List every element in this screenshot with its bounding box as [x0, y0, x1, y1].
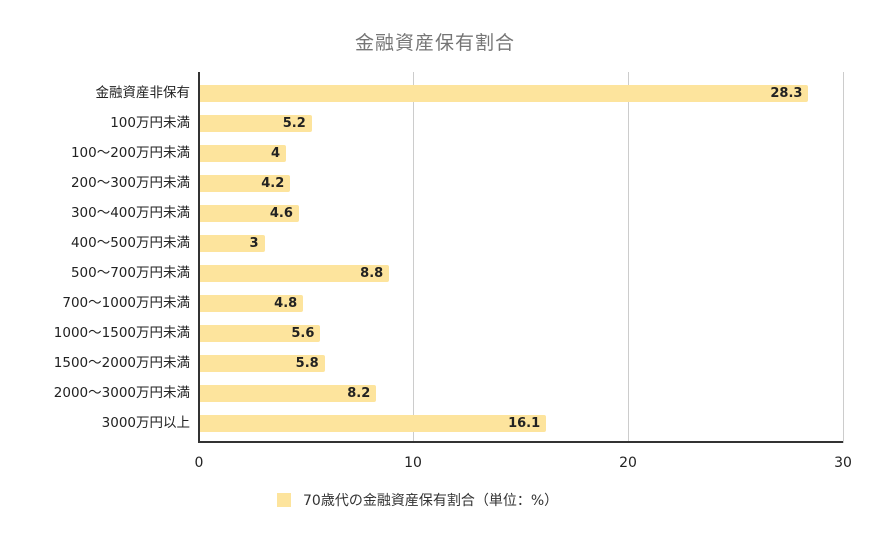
bar: 8.2	[200, 385, 377, 402]
category-label: 1000～1500万円未満	[53, 325, 190, 341]
bar: 4.2	[200, 175, 291, 192]
category-label: 700～1000万円未満	[62, 295, 190, 311]
bar: 8.8	[200, 265, 390, 282]
bar: 4	[200, 145, 286, 162]
bar: 4.6	[200, 205, 299, 222]
bar-value-label: 5.8	[295, 356, 319, 371]
bar-value-label: 3	[249, 236, 259, 251]
chart-title: 金融資産保有割合	[354, 32, 515, 54]
bar-value-label: 8.2	[347, 386, 371, 401]
bar: 5.2	[200, 115, 312, 132]
gridline-20	[628, 72, 629, 443]
category-label: 金融資産非保有	[95, 85, 191, 101]
x-tick-10: 10	[404, 455, 422, 471]
bar: 28.3	[200, 85, 809, 102]
category-label: 200～300万円未満	[70, 175, 190, 191]
legend-label: 70歳代の金融資産保有割合（単位：%）	[303, 493, 559, 509]
category-label: 500～700万円未満	[70, 265, 190, 281]
bar-value-label: 4.2	[261, 176, 285, 191]
bar: 16.1	[200, 415, 547, 432]
x-tick-0: 0	[194, 455, 204, 471]
gridline-10	[413, 72, 414, 443]
category-label: 300～400万円未満	[70, 205, 190, 221]
category-label: 2000～3000万円未満	[53, 385, 190, 401]
bar-value-label: 28.3	[770, 86, 803, 101]
bar: 4.8	[200, 295, 304, 312]
x-axis-line	[198, 441, 843, 443]
bar-value-label: 4.6	[269, 206, 293, 221]
x-tick-30: 30	[834, 455, 852, 471]
legend-swatch	[277, 493, 291, 507]
bar-value-label: 5.6	[291, 326, 315, 341]
bar: 3	[200, 235, 265, 252]
category-label: 1500～2000万円未満	[53, 355, 190, 371]
bar: 5.8	[200, 355, 325, 372]
category-label: 100～200万円未満	[70, 145, 190, 161]
legend: 70歳代の金融資産保有割合（単位：%）	[277, 490, 558, 510]
y-axis-line	[198, 72, 200, 443]
bar-value-label: 8.8	[360, 266, 384, 281]
bar-value-label: 16.1	[508, 416, 541, 431]
bar-value-label: 4	[270, 146, 280, 161]
category-label: 400～500万円未満	[70, 235, 190, 251]
x-tick-20: 20	[619, 455, 637, 471]
category-label: 100万円未満	[110, 115, 190, 131]
bar: 5.6	[200, 325, 321, 342]
bar-value-label: 5.2	[282, 116, 306, 131]
category-label: 3000万円以上	[101, 415, 190, 431]
bar-value-label: 4.8	[274, 296, 298, 311]
gridline-30	[843, 72, 844, 443]
plot-area: 28.3 5.2 4 4.2 4.6 3 8.8 4.8 5.6 5.8 8.2 16.1	[198, 72, 844, 443]
